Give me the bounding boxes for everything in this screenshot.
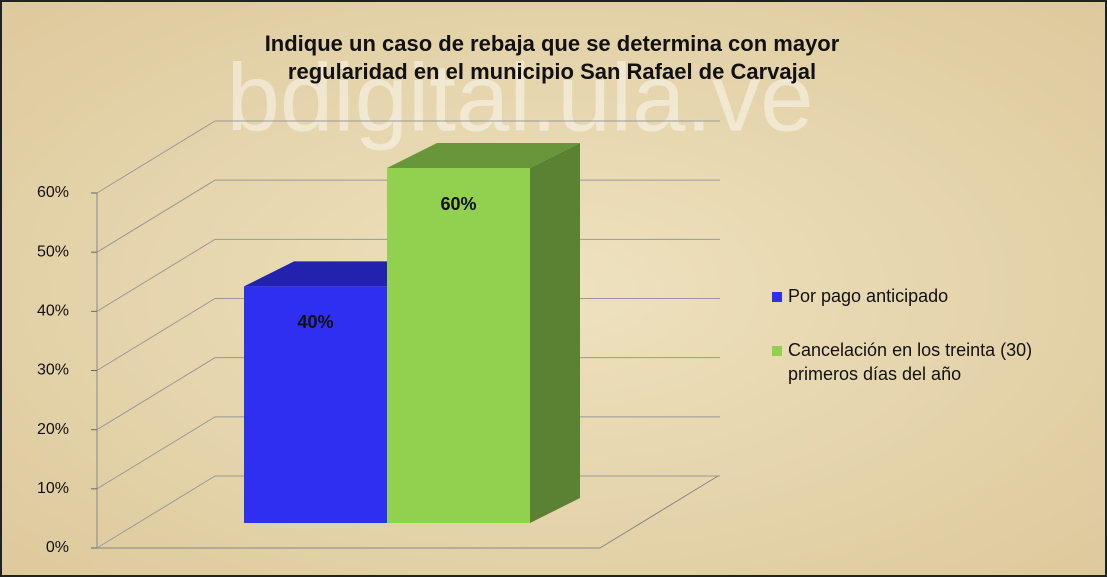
data-label: 40% [297, 312, 333, 332]
y-tick-label: 30% [37, 362, 69, 379]
data-label: 60% [440, 194, 476, 214]
y-tick-label: 40% [37, 303, 69, 320]
y-tick-label: 60% [37, 184, 69, 201]
floor [97, 475, 719, 549]
legend: Por pago anticipado Cancelación en los tr… [772, 284, 1102, 416]
legend-label: Por pago anticipado [788, 286, 949, 306]
grid-line [96, 120, 720, 194]
chart-title: regularidad en el municipio San Rafael d… [288, 59, 816, 84]
legend-item: Cancelación en los treinta (30) primeros… [772, 338, 1102, 386]
legend-swatch [772, 292, 782, 302]
y-tick-label: 0% [46, 539, 69, 556]
chart-title: Indique un caso de rebaja que se determi… [265, 31, 840, 56]
legend-swatch [772, 346, 782, 356]
bar [387, 168, 530, 523]
bar [244, 286, 387, 523]
y-tick-label: 10% [37, 480, 69, 497]
bar-top [387, 143, 580, 168]
y-tick-label: 50% [37, 243, 69, 260]
watermark: bdigital.ula.ve [226, 44, 813, 151]
legend-label: Cancelación en los treinta (30) primeros… [788, 340, 1033, 384]
bar-side [530, 143, 580, 523]
legend-item: Por pago anticipado [772, 284, 1102, 308]
y-tick-label: 20% [37, 421, 69, 438]
